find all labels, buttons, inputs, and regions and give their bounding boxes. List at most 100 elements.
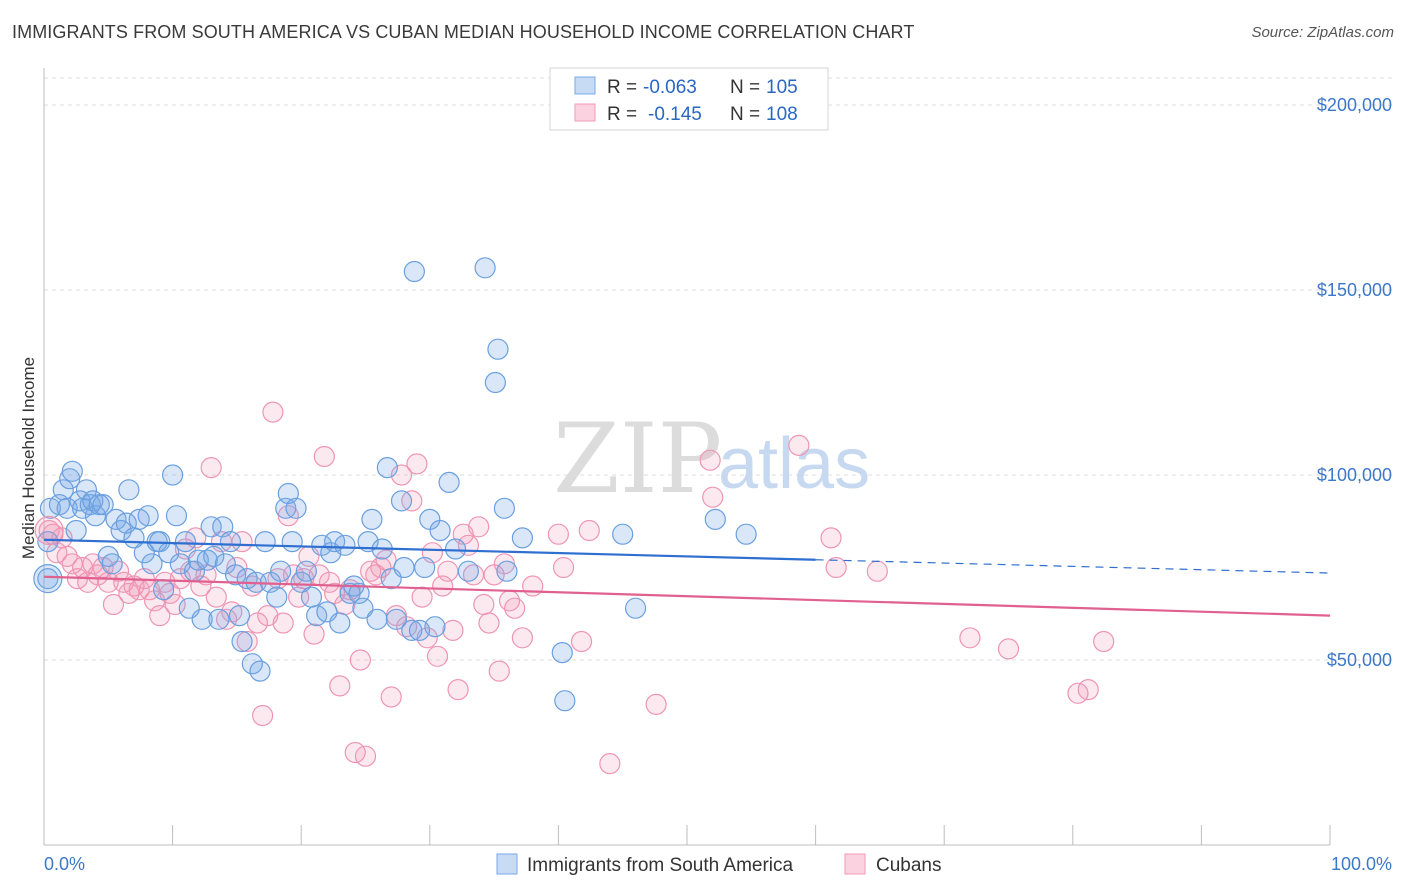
point-south-america bbox=[84, 505, 107, 527]
point-south-america bbox=[496, 560, 518, 582]
y-axis-label: Median Household Income bbox=[19, 357, 38, 559]
point-south-america bbox=[401, 619, 423, 642]
point-cuban bbox=[252, 704, 274, 727]
point-south-america bbox=[266, 586, 288, 608]
legend-box bbox=[549, 67, 829, 131]
y-tick-labels: $50,000 $100,000 $150,000 $200,000 bbox=[1317, 95, 1392, 670]
point-south-america bbox=[37, 567, 59, 590]
point-south-america bbox=[487, 338, 509, 360]
point-south-america bbox=[254, 530, 276, 553]
axes-layer bbox=[43, 68, 1331, 846]
watermark: ZIP atlas bbox=[553, 403, 870, 515]
chart-title: IMMIGRANTS FROM SOUTH AMERICA VS CUBAN M… bbox=[12, 22, 915, 42]
point-cuban bbox=[34, 515, 64, 546]
legend-r-label-0: R = bbox=[607, 77, 637, 98]
point-south-america bbox=[361, 508, 383, 531]
point-cuban bbox=[246, 612, 269, 634]
points-layer bbox=[33, 257, 1115, 775]
point-south-america bbox=[225, 564, 247, 586]
point-south-america bbox=[554, 690, 576, 712]
series-legend-label-0: Immigrants from South America bbox=[527, 855, 794, 876]
point-south-america bbox=[141, 553, 163, 575]
point-cuban bbox=[1093, 630, 1115, 653]
point-south-america bbox=[56, 497, 78, 519]
point-cuban bbox=[699, 449, 721, 471]
point-cuban bbox=[478, 612, 500, 634]
point-south-america bbox=[61, 460, 83, 482]
point-cuban bbox=[349, 649, 371, 671]
trend-line-1 bbox=[43, 575, 1331, 617]
point-south-america bbox=[165, 505, 188, 527]
series-legend-label-1: Cubans bbox=[876, 855, 942, 876]
point-south-america bbox=[393, 556, 415, 579]
point-cuban bbox=[442, 619, 464, 642]
point-south-america bbox=[228, 604, 251, 627]
point-south-america bbox=[285, 497, 307, 519]
point-cuban bbox=[406, 453, 428, 475]
point-south-america bbox=[118, 479, 140, 501]
point-cuban bbox=[272, 612, 294, 634]
point-cuban bbox=[702, 486, 724, 508]
point-cuban bbox=[257, 604, 279, 627]
x-tick-label-max: 100.0% bbox=[1331, 854, 1392, 874]
point-south-america bbox=[295, 560, 317, 582]
point-south-america bbox=[281, 530, 303, 553]
legend-r-value-1: -0.145 bbox=[648, 104, 702, 125]
point-south-america bbox=[735, 523, 757, 545]
point-south-america bbox=[65, 519, 87, 542]
legend-swatch-pink bbox=[574, 103, 596, 122]
point-cuban bbox=[231, 530, 253, 553]
watermark-zip: ZIP bbox=[553, 403, 722, 515]
point-cuban bbox=[102, 593, 125, 616]
legend: R = -0.063 N = 105 R = -0.145 N = 108 bbox=[549, 67, 829, 131]
point-cuban bbox=[164, 593, 186, 616]
point-south-america bbox=[429, 519, 451, 542]
series-legend-swatch-blue bbox=[496, 853, 518, 875]
point-south-america bbox=[390, 490, 413, 512]
point-south-america bbox=[624, 597, 647, 619]
legend-n-label-1: N = bbox=[730, 104, 760, 125]
point-cuban bbox=[149, 604, 171, 627]
point-cuban bbox=[416, 627, 438, 649]
legend-n-label-0: N = bbox=[730, 77, 760, 98]
legend-r-value-0: -0.063 bbox=[643, 77, 697, 98]
point-cuban bbox=[437, 560, 459, 582]
point-south-america bbox=[152, 579, 175, 601]
point-south-america bbox=[101, 553, 123, 575]
point-south-america bbox=[174, 530, 197, 553]
point-cuban bbox=[825, 556, 847, 579]
point-cuban bbox=[959, 627, 981, 649]
trend-line-0 bbox=[43, 538, 816, 561]
point-south-america bbox=[403, 260, 425, 283]
point-south-america bbox=[200, 516, 222, 538]
point-cuban bbox=[303, 623, 325, 645]
point-cuban bbox=[329, 675, 351, 697]
point-south-america bbox=[511, 527, 533, 549]
point-south-america bbox=[208, 608, 230, 630]
point-cuban bbox=[200, 457, 222, 479]
point-south-america bbox=[300, 586, 323, 608]
point-south-america bbox=[241, 653, 263, 675]
legend-swatch-blue bbox=[574, 76, 596, 95]
point-cuban bbox=[788, 434, 810, 456]
point-cuban bbox=[411, 586, 433, 608]
y-tick-label: $150,000 bbox=[1317, 280, 1392, 300]
point-south-america bbox=[231, 630, 253, 653]
legend-n-value-1: 108 bbox=[766, 104, 798, 125]
point-south-america bbox=[137, 505, 159, 527]
point-cuban bbox=[426, 645, 449, 667]
point-south-america bbox=[162, 464, 184, 486]
point-south-america bbox=[424, 616, 446, 638]
point-south-america bbox=[329, 612, 351, 634]
point-south-america bbox=[704, 508, 726, 531]
point-cuban bbox=[504, 597, 526, 619]
trend-line-extension-0 bbox=[815, 559, 1331, 574]
point-cuban bbox=[578, 519, 600, 542]
point-cuban bbox=[570, 630, 593, 653]
point-south-america bbox=[414, 556, 436, 579]
y-tick-label: $50,000 bbox=[1327, 650, 1392, 670]
point-cuban bbox=[159, 582, 181, 605]
point-cuban bbox=[380, 686, 402, 708]
point-south-america bbox=[484, 371, 506, 394]
